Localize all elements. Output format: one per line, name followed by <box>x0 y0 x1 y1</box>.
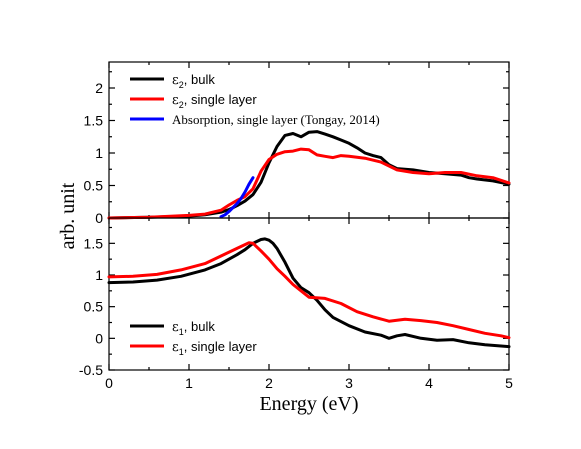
y-tick-label: 0 <box>95 210 103 226</box>
legend-symbol: ε <box>172 340 179 355</box>
y-axis-title: arb. unit <box>57 182 79 249</box>
y-tick-label: 1.5 <box>84 235 104 251</box>
legend-subscript: 1 <box>179 347 184 357</box>
legend-subscript: 2 <box>179 80 184 90</box>
bottom-series-group <box>107 237 511 349</box>
bottom-series-line-0 <box>107 237 511 349</box>
top-series-line-2 <box>219 176 255 219</box>
legend-symbol: ε <box>172 73 179 88</box>
x-tick-label: 0 <box>105 375 113 391</box>
bottom-legend-label-0: ε1, bulk <box>172 319 215 337</box>
legend-rest: , single layer <box>184 92 258 107</box>
legend-subscript: 2 <box>179 100 184 110</box>
top-series-line-0 <box>107 130 511 220</box>
y-tick-label: 1 <box>95 145 103 161</box>
legend-symbol: ε <box>172 93 179 108</box>
top-series-group <box>107 130 511 220</box>
legend-rest: , bulk <box>184 319 216 334</box>
x-tick-label: 2 <box>265 375 273 391</box>
top-series-line-1 <box>107 147 511 220</box>
y-tick-label: -0.5 <box>79 362 103 378</box>
x-tick-label: 1 <box>185 375 193 391</box>
y-tick-label: 2 <box>95 80 103 96</box>
x-tick-label: 3 <box>345 375 353 391</box>
y-tick-label: 0 <box>95 330 103 346</box>
bottom-axis-ticks: 0 1 2 3 4 5-0.500.511.5 <box>79 218 513 391</box>
bottom-legend-label-1: ε1, single layer <box>172 339 257 357</box>
y-tick-label: 0.5 <box>84 178 104 194</box>
x-tick-label: 4 <box>425 375 433 391</box>
legend-rest: , single layer <box>184 339 258 354</box>
top-axis-ticks: 0 0.5 1 1.5 2 <box>84 62 510 226</box>
bottom-series-line-1 <box>107 241 511 340</box>
top-legend-label-1: ε2, single layer <box>172 92 257 110</box>
x-tick-label: 5 <box>505 375 513 391</box>
legend-rest: , bulk <box>184 72 216 87</box>
legend-symbol: ε <box>172 320 179 335</box>
y-tick-label: 1 <box>95 267 103 283</box>
top-plot-frame <box>108 61 510 219</box>
top-legend-label-0: ε2, bulk <box>172 72 215 90</box>
x-axis-title: Energy (eV) <box>259 393 358 415</box>
top-legend-label-2: Absorption, single layer (Tongay, 2014) <box>172 112 380 127</box>
y-tick-label: 0.5 <box>84 299 104 315</box>
y-tick-label: 1.5 <box>84 113 104 129</box>
legend-subscript: 1 <box>179 327 184 337</box>
